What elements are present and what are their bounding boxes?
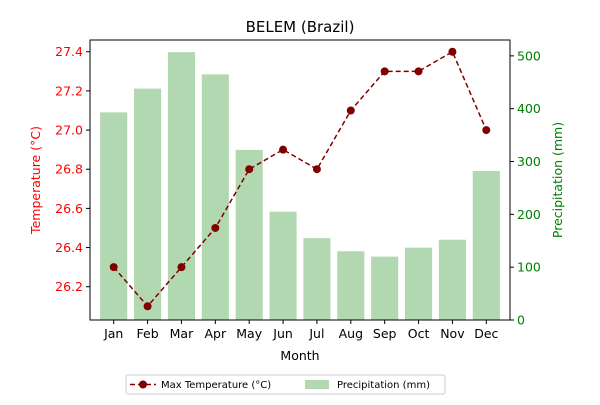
temperature-axis-label: Temperature (°C) <box>28 126 43 235</box>
x-tick-label-feb: Feb <box>137 326 159 341</box>
precipitation-axis-label: Precipitation (mm) <box>550 122 565 238</box>
precipitation-bar-jan <box>100 112 128 321</box>
temperature-point-aug <box>346 106 355 115</box>
temperature-point-jun <box>279 145 288 154</box>
temperature-point-dec <box>482 126 491 135</box>
precipitation-tick-label: 0 <box>517 313 525 328</box>
temperature-tick-label: 26.8 <box>55 162 83 177</box>
x-axis: Jan Feb Mar Apr May Jun Jul Aug Sep Oct Nov Dec <box>103 320 499 341</box>
precipitation-bar-aug <box>337 251 365 320</box>
temperature-series <box>109 47 491 311</box>
temperature-tick-label: 26.2 <box>55 279 83 294</box>
precipitation-bar-may <box>235 149 263 320</box>
x-tick-label-mar: Mar <box>170 326 194 341</box>
chart-title: BELEM (Brazil) <box>246 18 355 36</box>
x-tick-label-oct: Oct <box>408 326 430 341</box>
temperature-tick-label: 27.2 <box>55 83 83 98</box>
temperature-point-sep <box>380 67 389 76</box>
temperature-tick-label: 27.4 <box>55 44 83 59</box>
x-tick-label-jul: Jul <box>308 326 324 341</box>
plot-frame <box>89 39 511 321</box>
legend: Max Temperature (°C) Precipitation (mm) <box>125 374 446 395</box>
temperature-point-feb <box>143 302 152 311</box>
x-tick-label-jan: Jan <box>103 326 123 341</box>
precipitation-tick-label: 300 <box>517 154 541 169</box>
legend-bar-swatch <box>305 380 329 389</box>
temperature-point-may <box>245 165 254 174</box>
precipitation-axis: 0 100 200 300 400 500 <box>510 48 541 328</box>
x-tick-label-aug: Aug <box>339 326 363 341</box>
precipitation-bar-mar <box>167 52 195 321</box>
x-tick-label-may: May <box>236 326 262 341</box>
x-tick-label-jun: Jun <box>272 326 293 341</box>
legend-marker-swatch <box>139 380 147 389</box>
precipitation-tick-label: 100 <box>517 260 541 275</box>
x-tick-label-nov: Nov <box>440 326 465 341</box>
temperature-point-apr <box>211 223 220 232</box>
precipitation-tick-label: 200 <box>517 207 541 222</box>
legend-precipitation-label: Precipitation (mm) <box>337 380 430 391</box>
x-tick-label-apr: Apr <box>205 326 227 341</box>
precipitation-bar-jul <box>303 238 331 320</box>
temperature-point-jul <box>312 165 321 174</box>
temperature-point-nov <box>448 47 457 56</box>
precipitation-tick-label: 500 <box>517 48 541 63</box>
temperature-tick-label: 26.4 <box>55 240 83 255</box>
precipitation-bar-dec <box>472 171 500 320</box>
precipitation-tick-label: 400 <box>517 101 541 116</box>
temperature-line <box>113 50 487 308</box>
precipitation-bar-feb <box>134 88 162 320</box>
precipitation-bar-sep <box>371 256 399 320</box>
temperature-point-oct <box>414 67 423 76</box>
precipitation-bars <box>100 52 500 321</box>
precipitation-bar-oct <box>405 247 433 320</box>
precipitation-bar-jun <box>269 211 297 320</box>
x-axis-label: Month <box>280 348 319 363</box>
temperature-tick-label: 27.0 <box>55 123 83 138</box>
precipitation-bar-nov <box>438 239 466 320</box>
legend-box <box>125 374 446 395</box>
temperature-tick-label: 26.6 <box>55 201 83 216</box>
temperature-point-mar <box>177 263 186 272</box>
precipitation-bar-apr <box>201 74 229 320</box>
x-tick-label-dec: Dec <box>474 326 498 341</box>
temperature-point-jan <box>109 263 118 272</box>
temperature-axis: 26.2 26.4 26.6 26.8 27.0 27.2 27.4 <box>55 44 90 294</box>
x-tick-label-sep: Sep <box>373 326 397 341</box>
legend-temperature-label: Max Temperature (°C) <box>161 380 271 391</box>
